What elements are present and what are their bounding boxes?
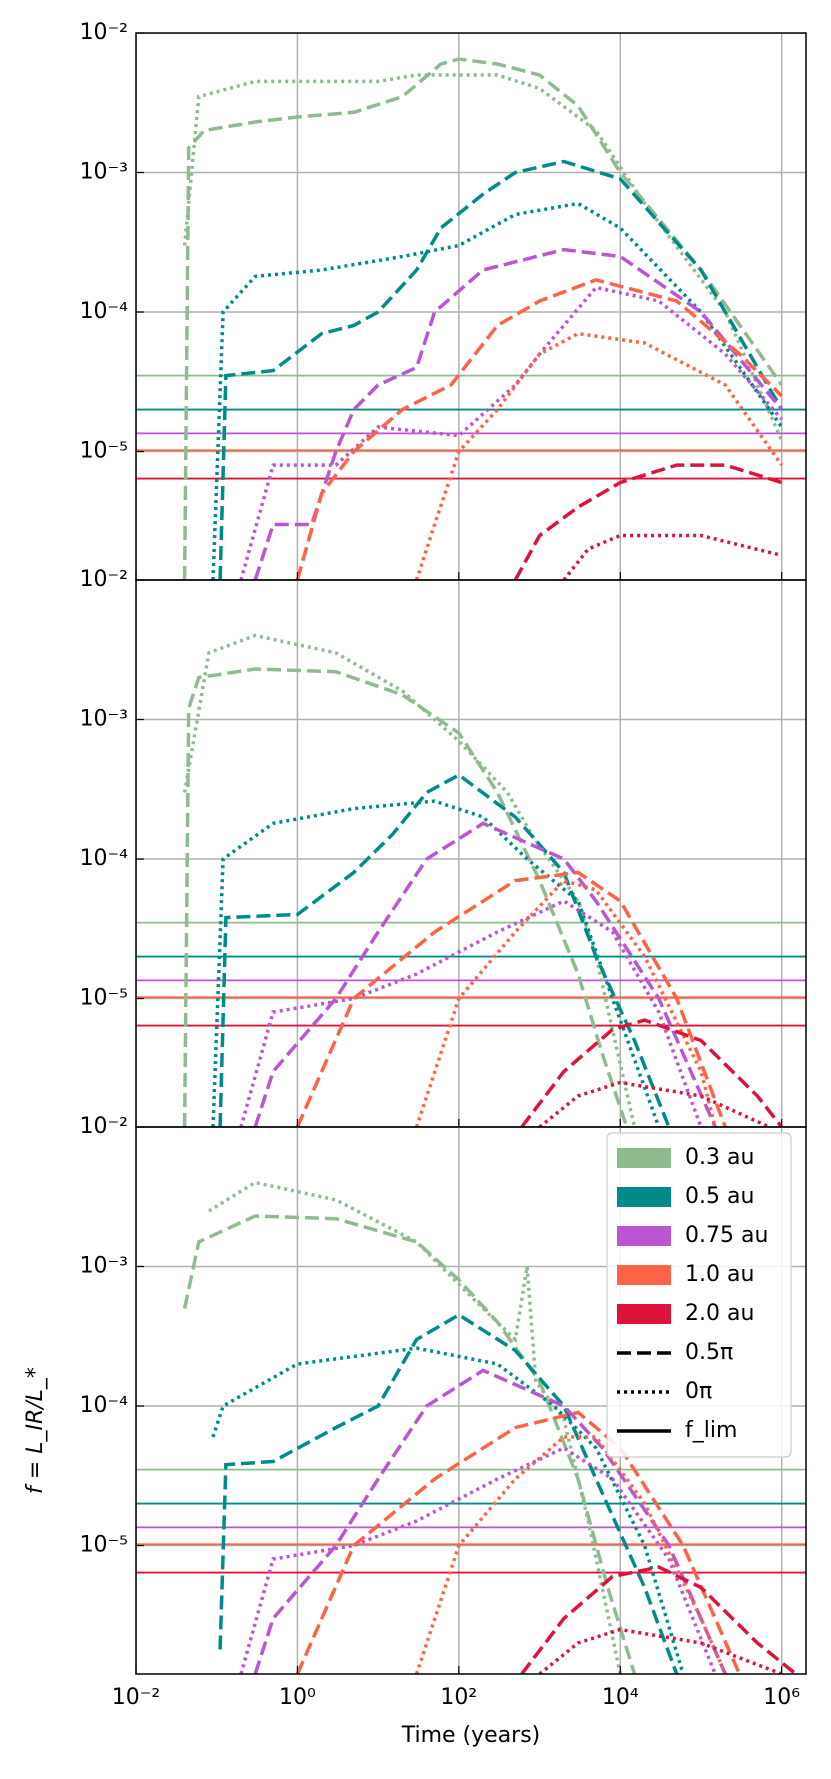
y-tick-label: 10⁻⁴ (80, 299, 129, 324)
series-line (295, 870, 727, 1127)
y-axis-label: f = L_IR/L_* (23, 1367, 48, 1494)
x-tick-label: 10⁻² (112, 1685, 160, 1710)
y-tick-label: 10⁻² (80, 567, 128, 592)
series-line (414, 331, 784, 580)
y-tick-label: 10⁻⁵ (80, 986, 128, 1011)
y-tick-label: 10⁻³ (80, 160, 128, 185)
series-line (295, 1410, 742, 1674)
series-line (182, 633, 637, 1127)
legend-swatch (617, 1187, 671, 1207)
series-line (414, 878, 717, 1127)
series-line (414, 1435, 727, 1674)
legend-label: 0.5π (685, 1340, 733, 1365)
legend-label: 1.0 au (685, 1262, 754, 1287)
plot-area (136, 580, 806, 1127)
y-tick-label: 10⁻² (80, 20, 128, 45)
axes-frame (135, 1126, 807, 1675)
axes-frame (135, 32, 807, 581)
series-line (253, 247, 784, 580)
x-tick-label: 10⁰ (279, 1685, 316, 1710)
y-tick-label: 10⁻⁵ (80, 439, 128, 464)
legend-swatch (617, 1304, 671, 1324)
series-line (520, 1018, 784, 1127)
series-line (520, 1565, 797, 1674)
series-line (239, 899, 703, 1127)
y-tick-label: 10⁻³ (80, 707, 128, 732)
series-line (218, 772, 671, 1127)
legend-label: f_lim (685, 1418, 737, 1443)
legend-label: 2.0 au (685, 1301, 754, 1326)
y-tick-label: 10⁻² (80, 1114, 128, 1139)
y-tick-label: 10⁻⁴ (80, 1393, 129, 1418)
y-tick-label: 10⁻⁴ (80, 846, 129, 871)
legend-swatch (617, 1265, 671, 1285)
series-line (538, 1080, 770, 1127)
legend-swatch (617, 1148, 671, 1168)
series-line (218, 1312, 679, 1674)
series-line (218, 159, 784, 580)
legend-label: 0π (685, 1379, 712, 1404)
series-line (239, 1446, 717, 1674)
legend-swatch (617, 1226, 671, 1246)
plot-area (136, 33, 806, 580)
series-line (182, 667, 629, 1127)
series-line (211, 799, 661, 1127)
series-line (253, 1368, 727, 1674)
x-tick-label: 10² (440, 1685, 477, 1710)
legend-box (606, 1132, 792, 1458)
y-tick-label: 10⁻³ (80, 1254, 128, 1279)
series-line (253, 821, 717, 1127)
series-line (182, 1214, 637, 1674)
series-line (239, 285, 784, 580)
series-line (513, 463, 783, 580)
legend-label: 0.75 au (685, 1223, 768, 1248)
y-tick-label: 10⁻⁵ (80, 1533, 128, 1558)
plot-area (136, 1127, 806, 1674)
series-line (182, 57, 784, 580)
series-line (295, 278, 783, 580)
x-axis-label: Time (years) (401, 1723, 541, 1748)
series-line (538, 1627, 783, 1674)
series-line (182, 73, 784, 442)
legend-label: 0.3 au (685, 1145, 754, 1170)
x-tick-label: 10⁴ (602, 1685, 639, 1710)
x-tick-label: 10⁶ (763, 1685, 800, 1710)
legend-label: 0.5 au (685, 1184, 754, 1209)
series-line (562, 533, 783, 580)
